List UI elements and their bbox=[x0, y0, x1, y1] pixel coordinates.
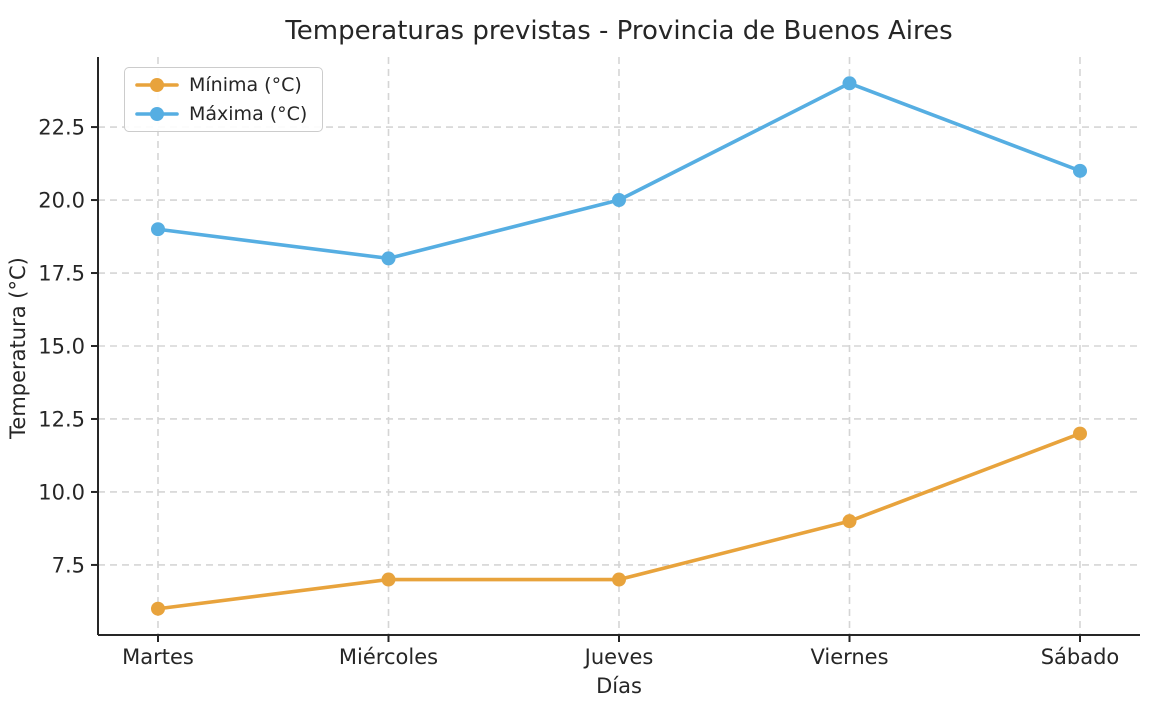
y-tick-label: 20.0 bbox=[38, 189, 85, 213]
legend-line-marker-icon bbox=[135, 77, 179, 92]
y-tick-label: 17.5 bbox=[38, 262, 85, 286]
data-point bbox=[612, 572, 626, 587]
x-tick-label: Viernes bbox=[810, 645, 888, 669]
data-point bbox=[1073, 163, 1087, 178]
legend-label: Mínima (°C) bbox=[189, 73, 302, 96]
y-tick-label: 12.5 bbox=[38, 407, 85, 431]
data-point bbox=[842, 76, 857, 91]
x-tick-label: Sábado bbox=[1041, 645, 1120, 669]
legend-label: Máxima (°C) bbox=[189, 103, 308, 126]
data-point bbox=[1073, 426, 1087, 441]
data-point bbox=[381, 251, 396, 266]
data-point bbox=[151, 601, 165, 616]
legend-item: Máxima (°C) bbox=[135, 102, 312, 128]
data-point bbox=[842, 514, 857, 529]
y-tick-label: 7.5 bbox=[52, 553, 85, 577]
data-point bbox=[151, 222, 165, 237]
data-point bbox=[612, 193, 626, 208]
chart-title: Temperaturas previstas - Provincia de Bu… bbox=[285, 16, 953, 46]
x-tick-label: Jueves bbox=[583, 645, 654, 669]
legend: Mínima (°C) Máxima (°C) bbox=[124, 67, 323, 132]
legend-item: Mínima (°C) bbox=[135, 72, 312, 98]
x-tick-label: Martes bbox=[122, 645, 194, 669]
legend-line-marker-icon bbox=[135, 107, 179, 122]
data-point bbox=[381, 572, 396, 587]
y-tick-label: 15.0 bbox=[38, 335, 85, 359]
x-tick-label: Miércoles bbox=[339, 645, 438, 669]
y-axis-label: Temperatura (°C) bbox=[6, 257, 30, 439]
y-tick-label: 22.5 bbox=[38, 116, 85, 140]
x-axis-label: Días bbox=[596, 674, 642, 698]
y-tick-label: 10.0 bbox=[38, 480, 85, 504]
